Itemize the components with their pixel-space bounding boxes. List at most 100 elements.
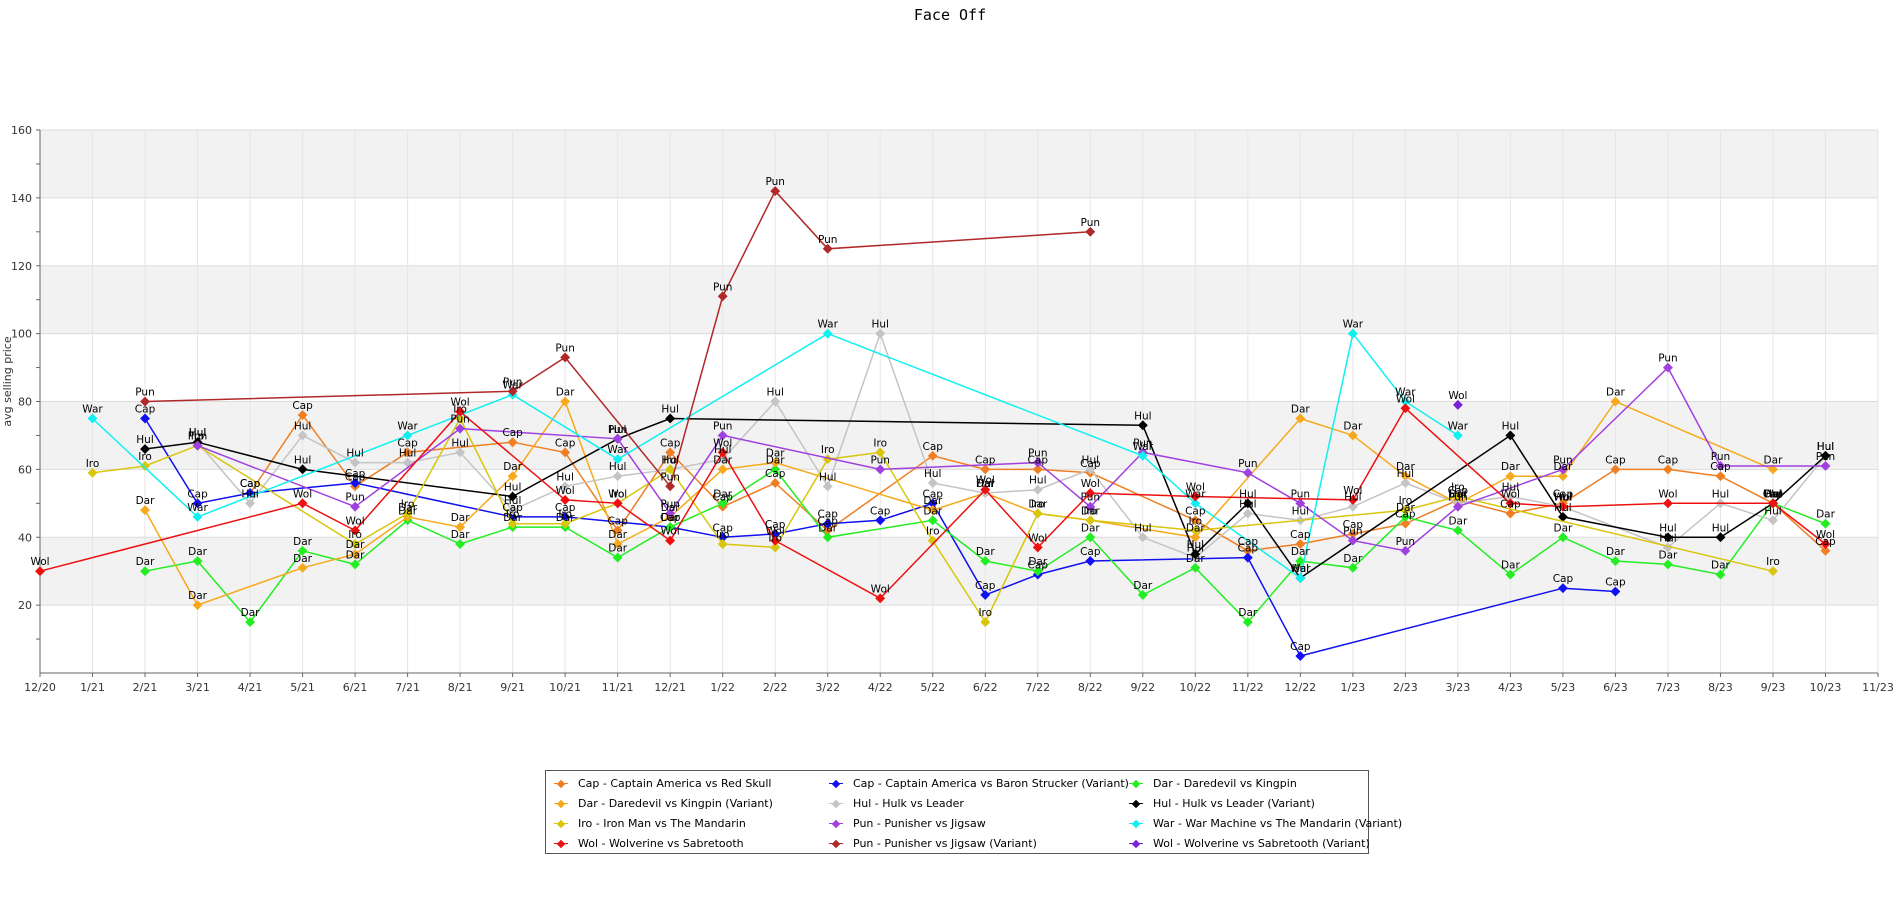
data-point [980, 556, 991, 566]
series-10 [140, 186, 1096, 492]
x-tick-label: 7/23 [1656, 681, 1681, 694]
data-label: Cap [397, 437, 418, 449]
data-point [1557, 511, 1568, 522]
legend-swatch [1129, 819, 1147, 829]
data-point [1137, 589, 1148, 600]
x-tick-label: 3/22 [815, 681, 840, 694]
data-point [875, 464, 886, 475]
data-label: Dar [1238, 607, 1258, 619]
data-label: Wol [976, 475, 995, 487]
x-tick-label: 11/23 [1862, 681, 1894, 694]
data-label: Hul [189, 427, 206, 439]
data-point [717, 464, 728, 475]
data-label: Hul [504, 482, 521, 494]
data-point [297, 498, 308, 509]
x-tick-label: 2/23 [1393, 681, 1418, 694]
data-label: Pun [765, 176, 784, 188]
data-label: Iro [1189, 515, 1203, 527]
data-point [612, 471, 623, 482]
data-label: War [1185, 488, 1206, 500]
data-label: Wol [1396, 393, 1415, 405]
data-point [717, 447, 728, 458]
data-label: Cap [1028, 560, 1049, 572]
data-point [1452, 430, 1463, 441]
data-label: Hul [1554, 492, 1571, 504]
x-tick-label: 6/23 [1603, 681, 1628, 694]
legend-label: Wol - Wolverine vs Sabretooth [578, 837, 744, 850]
x-tick-label: 9/22 [1130, 681, 1155, 694]
data-point [350, 525, 361, 536]
x-tick-label: 5/22 [920, 681, 945, 694]
x-tick-label: 2/21 [133, 681, 158, 694]
plot-band [40, 537, 1878, 606]
data-point [1347, 501, 1358, 512]
data-label: Wol [1186, 482, 1205, 494]
data-label: Hul [189, 427, 206, 439]
data-point [35, 566, 45, 577]
legend-item: Pun - Punisher vs Jigsaw (Variant) [829, 837, 1037, 850]
plot-band [40, 130, 1878, 198]
data-point [1820, 539, 1831, 549]
data-label: Dar [608, 543, 628, 555]
data-label: Hul [399, 448, 416, 460]
data-label: Hul [1659, 522, 1676, 534]
data-point [560, 511, 571, 522]
data-label: Hul [661, 403, 678, 415]
data-label: Pun [1028, 448, 1047, 460]
data-label: Hul [1134, 522, 1151, 534]
data-label: Cap [1080, 546, 1101, 558]
x-tick-label: 1/21 [80, 681, 105, 694]
data-point [980, 589, 991, 600]
x-tick-label: 3/23 [1446, 681, 1471, 694]
data-point [507, 437, 518, 448]
data-label: Wol [556, 485, 575, 497]
data-point [1085, 532, 1096, 543]
point-labels-layer: Cap Cap Cap Cap Cap Cap Cap Cap Cap Cap Cap Cap Cap C… [30, 176, 1836, 653]
legend-item: Iro - Iron Man vs The Mandarin [554, 817, 746, 830]
data-label: Hul [1292, 563, 1309, 575]
data-point [297, 464, 308, 475]
x-tick-label: 1/22 [710, 681, 735, 694]
data-label: Cap [1028, 454, 1049, 466]
data-label: Dar [1028, 556, 1048, 568]
data-label: Hul [1712, 522, 1729, 534]
y-tick-label: 20 [18, 599, 32, 612]
data-label: Dar [1186, 553, 1206, 565]
data-label: Dar [661, 502, 681, 514]
data-point [1505, 508, 1516, 519]
data-point [1557, 501, 1568, 512]
data-label: War [397, 420, 418, 432]
data-point [822, 481, 833, 492]
data-label: Wol [608, 488, 627, 500]
data-label: Hul [1082, 454, 1099, 466]
data-point [455, 423, 466, 434]
data-label: Wol [871, 583, 890, 595]
data-label: Pun [713, 420, 732, 432]
data-label: Dar [346, 539, 366, 551]
data-point [560, 396, 571, 407]
data-point [1820, 518, 1831, 529]
data-point [1085, 464, 1096, 475]
data-point [1557, 583, 1568, 594]
data-label: Wol [1763, 488, 1782, 500]
legend-swatch [1129, 839, 1147, 849]
data-label: Hul [504, 495, 521, 507]
data-label: Pun [503, 376, 522, 388]
x-tick-label: 5/23 [1551, 681, 1576, 694]
data-label: Pun [450, 414, 469, 426]
data-point [665, 522, 676, 533]
data-label: Hul [1712, 488, 1729, 500]
data-label: Pun [818, 234, 837, 246]
data-point [1295, 413, 1306, 424]
data-label: Hul [1187, 539, 1204, 551]
x-tick-label: 9/23 [1761, 681, 1786, 694]
y-tick-label: 140 [11, 192, 32, 205]
data-label: Cap [502, 427, 523, 439]
data-point [1347, 494, 1358, 505]
data-label: Cap [1553, 488, 1574, 500]
data-label: Wol [451, 397, 470, 409]
data-point [1768, 498, 1778, 509]
data-label: Wol [1553, 492, 1572, 504]
data-point [1505, 569, 1516, 580]
data-label: Cap [1710, 461, 1731, 473]
